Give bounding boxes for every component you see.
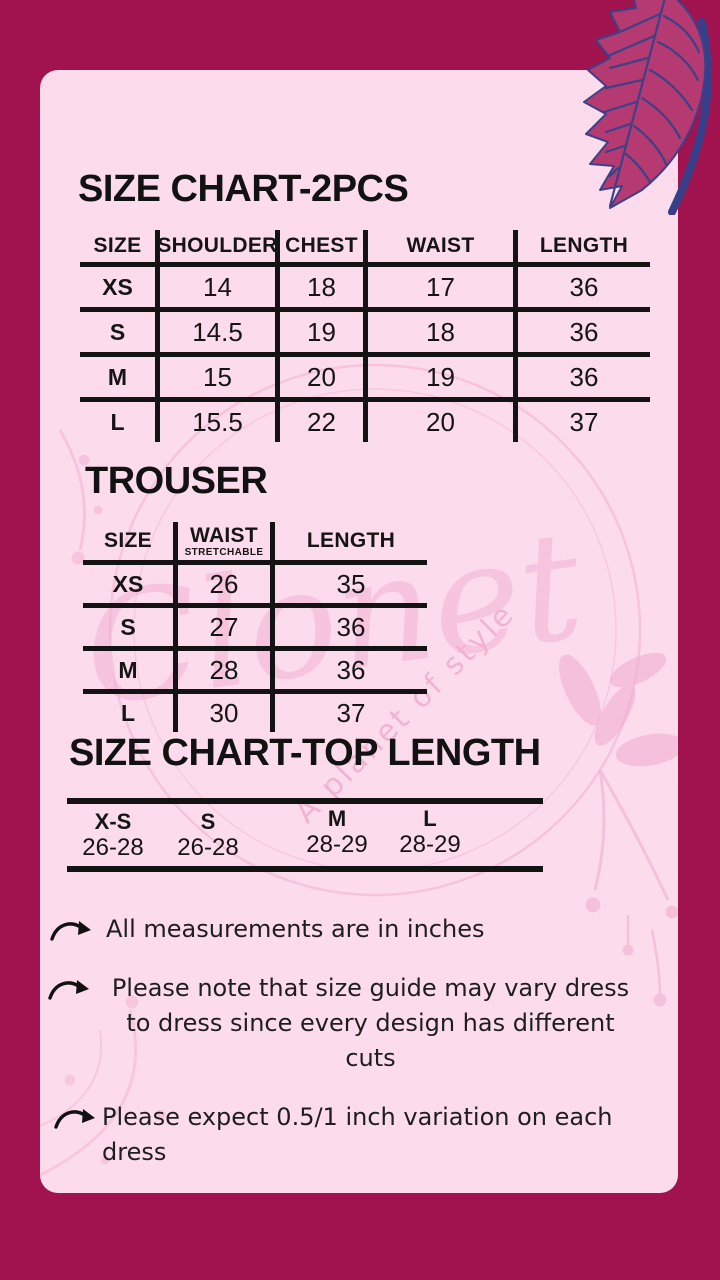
table-cell: 35: [336, 568, 366, 599]
table-cell: 37: [569, 406, 599, 437]
waist-header-label: WAIST: [190, 523, 258, 547]
top-length-column: S 26-28: [177, 809, 238, 862]
curved-arrow-icon: [54, 1109, 95, 1129]
note-text: Please expect 0.5/1 inch variation on ea…: [102, 1103, 613, 1166]
stretchable-note: STRETCHABLE: [184, 546, 264, 558]
table-cell: 27: [178, 608, 275, 646]
waist-header-group: WAIST STRETCHABLE: [185, 525, 264, 558]
table-cell: 26: [178, 565, 275, 603]
chart-content: SIZE CHART-2PCS SIZE SHOULDER CHEST WAIS…: [40, 70, 678, 1193]
size-label: M: [327, 806, 347, 831]
notes-section: All measurements are in inches Please no…: [48, 912, 670, 1193]
table-cell: XS: [80, 267, 160, 307]
header-shoulder: SHOULDER: [157, 230, 280, 262]
table-cell: 36: [336, 654, 366, 685]
length-range: 26-28: [82, 834, 144, 862]
curved-arrow-icon: [48, 980, 89, 1000]
top-length-column: M 28-29: [306, 806, 367, 859]
note-text: All measurements are in inches: [106, 915, 485, 943]
size-label: L: [423, 806, 437, 831]
table-cell: 20: [280, 357, 368, 397]
table-cell: L: [80, 402, 160, 442]
trouser-chart-title: TROUSER: [85, 460, 268, 502]
table-row: M 28 36: [83, 651, 427, 694]
table-cell: 36: [336, 611, 366, 642]
table-cell: 36: [569, 361, 599, 392]
header-chest: CHEST: [280, 230, 368, 262]
header-length: LENGTH: [306, 529, 396, 552]
top-length-chart-title: SIZE CHART-TOP LENGTH: [69, 732, 541, 774]
table-cell: 19: [280, 312, 368, 352]
table-header-row: SIZE WAIST STRETCHABLE LENGTH: [83, 522, 427, 565]
length-range: 28-29: [399, 831, 461, 859]
top-length-table: X-S 26-28 S 26-28 M 28-29 L 28-29: [67, 798, 543, 872]
table-cell: S: [83, 608, 178, 646]
table-cell: 37: [336, 697, 366, 728]
table-row: L 15.5 22 20 37: [80, 402, 650, 442]
table-cell: 36: [569, 316, 599, 347]
size-label: X-S: [94, 809, 132, 834]
table-cell: XS: [83, 565, 178, 603]
table-cell: 18: [368, 312, 518, 352]
length-range: 26-28: [177, 834, 239, 862]
table-cell: 22: [280, 402, 368, 442]
table-cell: M: [83, 651, 178, 689]
note-variation: Please expect 0.5/1 inch variation on ea…: [48, 1100, 670, 1170]
table-row: XS 14 18 17 36: [80, 267, 650, 312]
length-range: 28-29: [306, 831, 368, 859]
table-cell: 14: [160, 267, 280, 307]
header-size: SIZE: [83, 522, 178, 560]
table-row: L 30 37: [83, 694, 427, 732]
table-cell: 14.5: [160, 312, 280, 352]
table-row: S 27 36: [83, 608, 427, 651]
table-row: S 14.5 19 18 36: [80, 312, 650, 357]
size-label: S: [200, 809, 216, 834]
top-length-column: X-S 26-28: [82, 809, 143, 862]
table-cell: 30: [178, 694, 275, 732]
trouser-size-table: SIZE WAIST STRETCHABLE LENGTH XS 26 35: [83, 522, 427, 732]
table-cell: 15: [160, 357, 280, 397]
table-cell: 15.5: [160, 402, 280, 442]
table-cell: 20: [368, 402, 518, 442]
table-cell: 19: [368, 357, 518, 397]
table-cell: 17: [368, 267, 518, 307]
table-cell: 36: [569, 271, 599, 302]
note-size-guide: Please note that size guide may vary dre…: [48, 971, 670, 1076]
header-size: SIZE: [80, 230, 160, 262]
two-pcs-size-table: SIZE SHOULDER CHEST WAIST LENGTH XS 14 1…: [80, 230, 650, 442]
tropical-leaf-illustration: [583, 0, 712, 215]
header-waist: WAIST: [368, 230, 518, 262]
table-cell: L: [83, 694, 178, 732]
table-row: XS 26 35: [83, 565, 427, 608]
top-length-column: L 28-29: [399, 806, 460, 859]
table-cell: 28: [178, 651, 275, 689]
table-row: M 15 20 19 36: [80, 357, 650, 402]
table-cell: 18: [280, 267, 368, 307]
pink-panel: Clonet A planet of style: [40, 70, 678, 1193]
note-measurements: All measurements are in inches: [48, 912, 670, 947]
table-cell: S: [80, 312, 160, 352]
table-cell: M: [80, 357, 160, 397]
header-waist: WAIST STRETCHABLE: [178, 522, 275, 560]
header-length: LENGTH: [539, 234, 629, 257]
curved-arrow-icon: [50, 921, 91, 941]
note-text: Please note that size guide may vary dre…: [111, 974, 630, 1072]
two-pcs-chart-title: SIZE CHART-2PCS: [78, 168, 409, 210]
table-header-row: SIZE SHOULDER CHEST WAIST LENGTH: [80, 230, 650, 267]
